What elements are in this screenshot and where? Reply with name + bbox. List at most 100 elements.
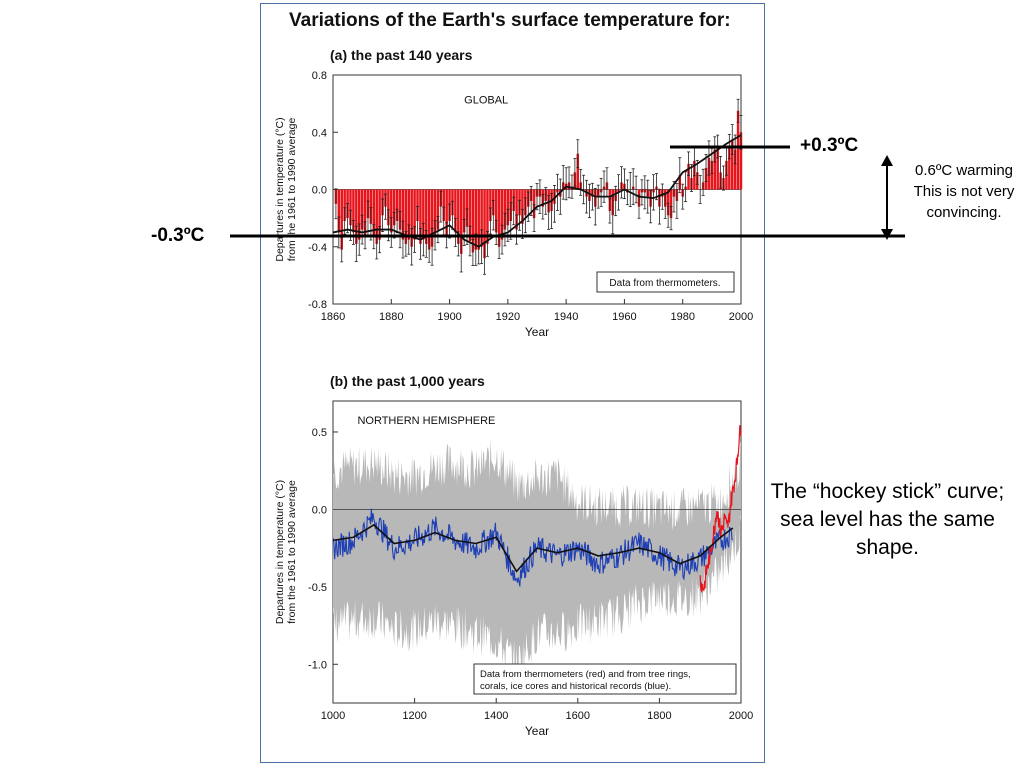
figure-title: Variations of the Earth's surface temper… <box>289 10 731 31</box>
chart-a-bar <box>413 189 416 240</box>
chart-a-bar <box>687 163 690 190</box>
chart-a-bar <box>390 189 393 233</box>
chart-b-region-label: NORTHERN HEMISPHERE <box>357 415 495 427</box>
chart-a-bar <box>666 189 670 216</box>
chart-a-bar <box>355 189 358 244</box>
chart-a-bar <box>515 189 518 230</box>
chart-a-bar <box>521 189 524 224</box>
chart-a-bar <box>497 189 501 247</box>
chart-a-bar <box>503 189 507 230</box>
chart-a-bar <box>489 189 492 221</box>
y-tick-label: 0.4 <box>312 127 327 139</box>
x-tick-label: 1920 <box>496 311 520 323</box>
chart-a-bar <box>445 189 448 236</box>
x-axis-label: Year <box>525 325 549 339</box>
x-axis-label: Year <box>525 724 549 738</box>
chart-a-bar <box>477 189 480 250</box>
y-axis-label-line-1: Departures in temperature (°C) <box>274 117 286 261</box>
x-tick-label: 2000 <box>729 311 753 323</box>
chart-a-bar <box>343 189 346 221</box>
x-tick-label: 1940 <box>554 311 578 323</box>
chart-a-bar <box>532 189 536 219</box>
chart-a-bar <box>433 189 437 236</box>
chart-a-bar <box>483 189 486 259</box>
chart-a-bar <box>363 189 367 236</box>
y-tick-label: -0.8 <box>308 299 327 311</box>
chart-a-bar <box>731 139 734 190</box>
chart-a-bar <box>398 189 402 230</box>
chart-a-bar <box>425 189 428 244</box>
chart-a-bar <box>416 189 419 221</box>
chart-b-legend-line-2: corals, ice cores and historical records… <box>480 681 671 692</box>
chart-a-bar <box>733 149 737 190</box>
y-axis-label-line-1: Departures in temperature (°C) <box>274 480 286 624</box>
y-tick-label: 0.5 <box>312 427 327 439</box>
x-tick-label: 2000 <box>729 710 753 722</box>
x-tick-label: 1200 <box>402 710 426 722</box>
chart-a-bar <box>710 160 714 190</box>
chart-a-bar <box>410 189 413 247</box>
chart-a-bar <box>387 189 390 226</box>
chart-a-bar <box>728 146 731 190</box>
chart-a-legend-text: Data from thermometers. <box>609 278 720 289</box>
chart-b-proxy-line <box>332 508 734 587</box>
chart-a-bar <box>474 189 478 250</box>
chart-b-legend-box <box>473 663 737 695</box>
x-tick-label: 1400 <box>484 710 508 722</box>
chart-a-smoothed-line <box>332 134 742 248</box>
chart-a-bar <box>404 189 408 244</box>
chart-a-bar <box>506 189 510 226</box>
x-tick-label: 1960 <box>612 311 636 323</box>
chart-a-bar <box>419 189 422 244</box>
chart-a-bar <box>430 189 434 247</box>
chart-a-bar <box>407 189 411 240</box>
chart-a-bar <box>468 189 472 242</box>
chart-a-bar <box>375 189 378 244</box>
x-tick-label: 1860 <box>321 311 345 323</box>
hockey-stick-note: The “hockey stick” curve; sea level has … <box>770 480 1005 559</box>
chart-a-bar <box>392 189 396 226</box>
y-axis-label-line-2: from the 1961 to 1990 average <box>286 118 298 262</box>
chart-a-bar <box>442 189 445 221</box>
chart-a-bar <box>337 189 341 233</box>
chart-a-bar <box>395 189 399 221</box>
chart-a-bar <box>465 189 469 227</box>
chart-a-bar <box>739 132 743 190</box>
chart-a-bar <box>500 189 504 240</box>
chart-a-bar <box>427 189 431 250</box>
chart-b-subtitle: (b) the past 1,000 years <box>330 373 485 389</box>
chart-a-subtitle: (a) the past 140 years <box>330 47 473 63</box>
x-tick-label: 1000 <box>321 710 345 722</box>
y-tick-label: 0.0 <box>312 504 327 516</box>
chart-a-bar <box>576 153 580 190</box>
y-tick-label: 0.8 <box>312 70 327 82</box>
chart-a-bar <box>340 189 343 250</box>
x-tick-label: 1900 <box>437 311 461 323</box>
y-tick-label: 0.0 <box>312 185 327 197</box>
chart-a-bar <box>486 189 489 244</box>
warming-note: 0.6ºC warming This is not very convincin… <box>913 162 1015 221</box>
chart-a-bar <box>378 189 381 240</box>
chart-b-legend-line-1: Data from thermometers (red) and from tr… <box>480 669 691 680</box>
chart-a-bar <box>369 189 373 224</box>
chart-a-bar <box>713 149 717 190</box>
chart-a-bar <box>462 189 466 233</box>
chart-a-bar <box>480 189 483 247</box>
chart-a-legend-box <box>596 271 735 293</box>
y-tick-label: -0.4 <box>308 242 327 254</box>
warming-arrow-head-up <box>881 155 893 166</box>
chart-a-bar <box>372 189 376 237</box>
chart-a-bar <box>401 189 405 240</box>
chart-a-bar <box>459 189 463 254</box>
y-tick-label: -1.0 <box>308 659 327 671</box>
chart-a-bar <box>436 189 440 230</box>
chart-b-smoothed-line <box>332 523 734 573</box>
chart-a-bar <box>349 189 352 226</box>
chart-a-bar <box>716 146 719 190</box>
chart-a-region-label: GLOBAL <box>464 95 508 107</box>
minus-0-3-label: -0.3ºC <box>151 225 205 246</box>
chart-a-bar <box>352 189 355 233</box>
chart-b-uncertainty-band <box>333 438 741 682</box>
plus-0-3-label: +0.3ºC <box>800 135 859 156</box>
